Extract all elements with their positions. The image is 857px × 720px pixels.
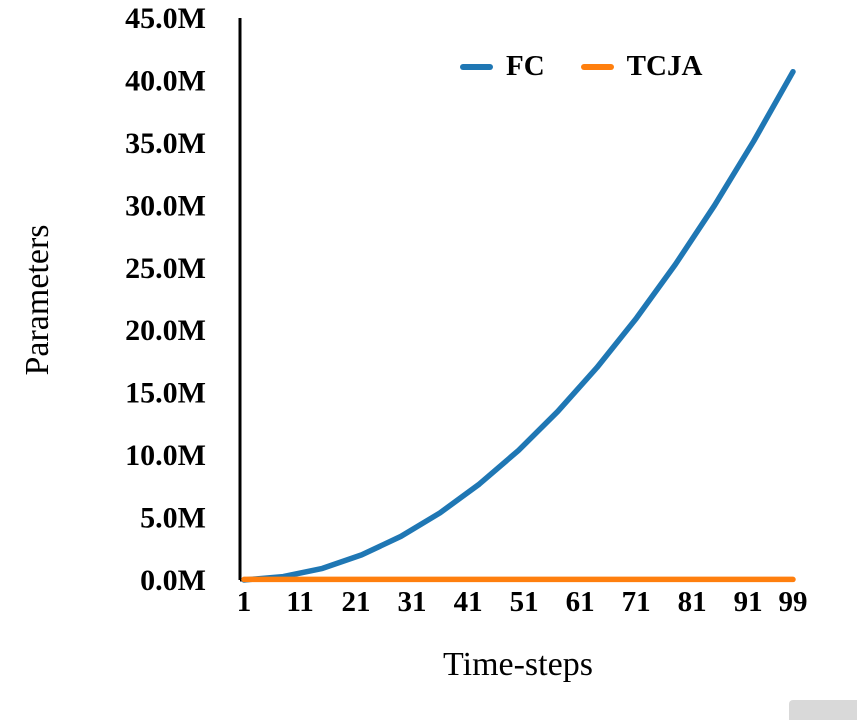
legend-swatch-tcja bbox=[580, 63, 614, 70]
x-tick-label: 99 bbox=[779, 586, 808, 618]
y-tick-label: 5.0M bbox=[140, 502, 206, 535]
y-tick-label: 25.0M bbox=[125, 252, 206, 285]
legend-label-tcja: TCJA bbox=[626, 50, 703, 82]
y-tick-label: 0.0M bbox=[140, 564, 206, 597]
y-tick-label: 20.0M bbox=[125, 314, 206, 347]
y-tick-label: 40.0M bbox=[125, 64, 206, 97]
y-tick-label: 15.0M bbox=[125, 377, 206, 410]
x-tick-label: 91 bbox=[734, 586, 763, 618]
x-tick-label: 1 bbox=[237, 586, 252, 618]
x-tick-label: 81 bbox=[678, 586, 707, 618]
legend-item-fc: FC bbox=[460, 50, 545, 83]
corner-artifact bbox=[789, 700, 857, 720]
y-tick-label: 30.0M bbox=[125, 189, 206, 222]
x-tick-label: 11 bbox=[286, 586, 313, 618]
y-tick-label: 35.0M bbox=[125, 127, 206, 160]
y-axis-title: Parameters bbox=[19, 224, 56, 376]
x-tick-label: 21 bbox=[342, 586, 371, 618]
legend: FC TCJA bbox=[460, 50, 702, 83]
x-tick-label: 71 bbox=[622, 586, 651, 618]
legend-item-tcja: TCJA bbox=[580, 50, 703, 83]
x-axis-title: Time-steps bbox=[443, 646, 593, 683]
x-tick-label: 61 bbox=[566, 586, 595, 618]
series-line-fc bbox=[241, 68, 796, 583]
y-tick-label: 10.0M bbox=[125, 439, 206, 472]
x-tick-label: 41 bbox=[454, 586, 483, 618]
x-tick-label: 31 bbox=[398, 586, 427, 618]
x-tick-label: 51 bbox=[510, 586, 539, 618]
legend-swatch-fc bbox=[460, 63, 493, 70]
legend-label-fc: FC bbox=[506, 50, 545, 82]
y-tick-label: 45.0M bbox=[125, 2, 206, 35]
